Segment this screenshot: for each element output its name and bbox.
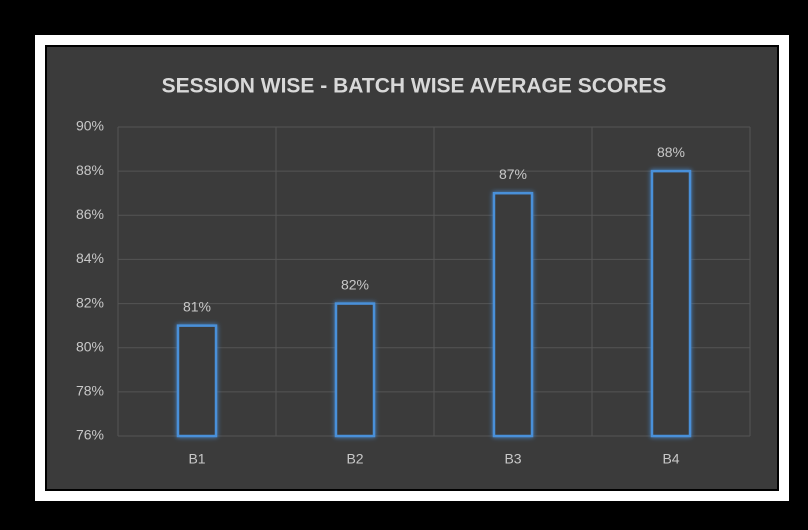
x-tick-label: B1 [188,451,205,467]
y-tick-label: 84% [76,250,104,266]
bar [650,169,692,438]
chart-title: SESSION WISE - BATCH WISE AVERAGE SCORES [162,75,667,98]
y-tick-label: 76% [76,427,104,443]
data-label: 88% [657,144,685,160]
x-tick-label: B3 [504,451,521,467]
frame [35,35,789,501]
x-tick-label: B4 [662,451,679,467]
x-tick-label: B2 [346,451,363,467]
bar [176,324,218,438]
bar [492,191,534,438]
data-label: 87% [499,166,527,182]
y-tick-label: 90% [76,118,104,134]
y-tick-label: 80% [76,338,104,354]
y-tick-label: 88% [76,162,104,178]
y-tick-label: 82% [76,294,104,310]
y-tick-label: 78% [76,383,104,399]
data-label: 82% [341,276,369,292]
bar [334,302,376,438]
data-label: 81% [183,298,211,314]
y-tick-label: 86% [76,206,104,222]
